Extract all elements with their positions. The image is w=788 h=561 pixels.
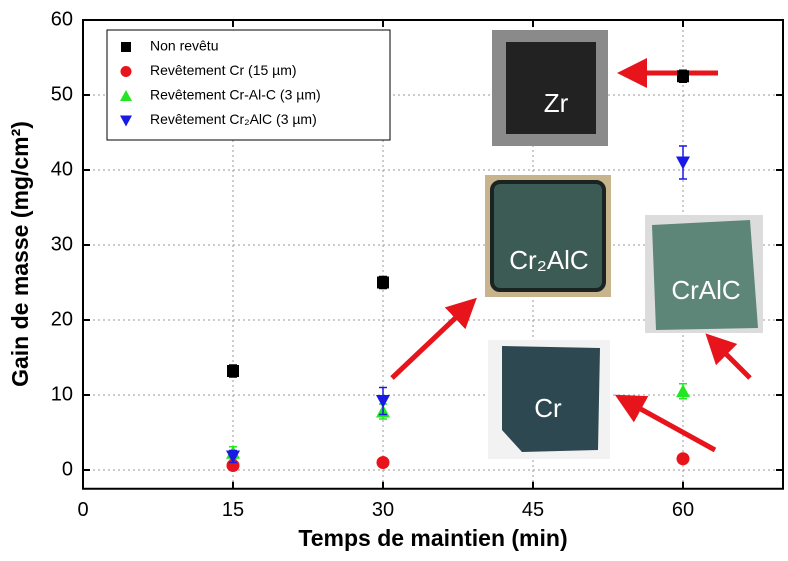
legend-label: Non revêtu — [150, 38, 218, 54]
x-tick-label: 0 — [77, 499, 88, 521]
y-tick-label: 10 — [51, 383, 73, 405]
x-axis-title: Temps de maintien (min) — [298, 525, 567, 551]
photo-cralc-sample — [652, 220, 758, 330]
point — [677, 70, 689, 83]
photo-label: Zr — [544, 88, 569, 118]
x-tick-label: 30 — [372, 499, 394, 521]
plot-frame — [82, 19, 784, 490]
photo-label: CrAlC — [671, 275, 740, 305]
point — [676, 384, 690, 398]
y-axis-title: Gain de masse (mg/cm²) — [7, 121, 33, 387]
y-tick-label: 0 — [62, 458, 73, 480]
y-tick-label: 30 — [51, 233, 73, 255]
point — [676, 452, 690, 466]
arrow — [705, 333, 752, 380]
y-tick-label: 50 — [51, 83, 73, 105]
legend-marker — [120, 115, 132, 127]
x-tick-label: 45 — [522, 499, 544, 521]
arrows — [390, 58, 752, 453]
point — [377, 276, 389, 289]
y-tick-label: 40 — [51, 158, 73, 180]
legend-marker — [120, 90, 132, 101]
legend-label: Revêtement Cr-Al-C (3 µm) — [150, 87, 321, 103]
photo-cr2alc-sample — [490, 180, 606, 292]
legend-label: Revêtement Cr₂AlC (3 µm) — [150, 111, 317, 127]
legend-marker — [120, 66, 132, 77]
photos — [485, 30, 763, 459]
photo-cr-sample — [502, 346, 600, 452]
y-tick-label: 20 — [51, 308, 73, 330]
point — [226, 450, 240, 464]
point — [227, 365, 239, 377]
legend-box — [106, 29, 391, 141]
legend-label: Revêtement Cr (15 µm) — [150, 62, 297, 78]
point — [376, 456, 390, 469]
legend-marker — [121, 42, 131, 52]
arrow — [390, 297, 477, 380]
point — [676, 156, 690, 170]
point — [376, 395, 390, 408]
y-tick-label: 60 — [51, 8, 73, 30]
photo-zr-sample — [506, 42, 596, 134]
arrow — [614, 394, 717, 453]
photo-label: Cr — [534, 393, 562, 423]
photo-label: Cr₂AlC — [509, 245, 588, 275]
x-tick-label: 60 — [672, 499, 694, 521]
x-tick-label: 15 — [222, 499, 244, 521]
